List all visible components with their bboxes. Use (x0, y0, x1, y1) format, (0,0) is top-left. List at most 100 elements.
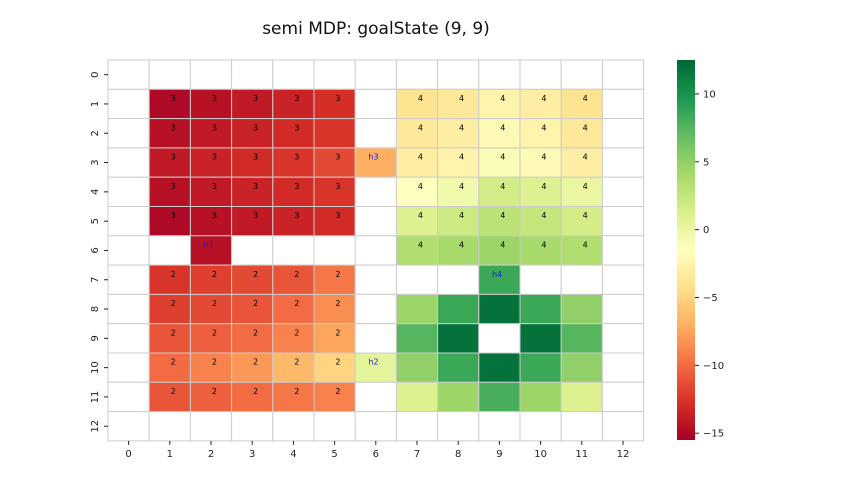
room-label: 4 (459, 123, 464, 132)
hallway-label: h1 (204, 241, 214, 250)
y-tick-label: 4 (90, 189, 101, 195)
room-label: 4 (459, 241, 464, 250)
heatmap-cell (395, 352, 439, 383)
heatmap-cell (272, 352, 315, 383)
room-label: 4 (418, 123, 423, 132)
room-label: 4 (541, 211, 546, 220)
heatmap-cell (107, 323, 150, 354)
heatmap-cell (354, 118, 397, 149)
room-label: 2 (294, 387, 299, 396)
colorbar-tick-label: 0 (703, 225, 709, 236)
heatmap-cell (437, 118, 480, 149)
heatmap-cell (354, 206, 397, 237)
room-label: 4 (583, 123, 588, 132)
y-tick-label: 12 (90, 420, 101, 433)
heatmap-cell (395, 411, 439, 442)
hallway-label: h2 (368, 358, 378, 367)
heatmap-cell (601, 59, 645, 90)
heatmap-cell (601, 147, 645, 178)
room-label: 3 (294, 211, 299, 220)
heatmap-cell (272, 235, 315, 266)
room-label: 3 (212, 182, 217, 191)
heatmap-cell (437, 381, 480, 413)
heatmap-cell (601, 176, 645, 207)
room-label: 3 (253, 211, 258, 220)
heatmap-cell (560, 88, 603, 120)
cell-annotations: 3 3 3 3 3 4 4 4 4 4 3 3 3 3 4 4 4 4 4 3 3 3 3 3 h3 4 4 4 4 4 3 3 3 3 3 4 4 4 4… (171, 94, 588, 396)
heatmap-cell (519, 118, 562, 149)
room-label: 4 (418, 182, 423, 191)
heatmap-cell (560, 118, 603, 149)
y-tick-label: 9 (90, 335, 101, 341)
heatmap-cell (107, 235, 150, 266)
heatmap-cell (313, 352, 356, 383)
room-label: 3 (253, 94, 258, 103)
heatmap-cell (231, 264, 274, 295)
room-label: 3 (253, 182, 258, 191)
room-label: 2 (212, 328, 217, 337)
heatmap-cell (272, 59, 315, 90)
room-label: 2 (294, 299, 299, 308)
room-label: 4 (459, 94, 464, 103)
x-tick-label: 12 (617, 449, 630, 460)
room-label: 3 (294, 182, 299, 191)
heatmap-cell (478, 235, 521, 266)
heatmap-cell (313, 411, 356, 442)
room-label: 3 (212, 153, 217, 162)
heatmap-cell (313, 264, 356, 295)
heatmap-cell (437, 59, 480, 90)
room-label: 3 (335, 94, 340, 103)
heatmap-cell (601, 206, 645, 237)
heatmap-cell (395, 88, 439, 120)
room-label: 2 (335, 299, 340, 308)
room-label: 3 (294, 94, 299, 103)
room-label: 4 (541, 241, 546, 250)
room-label: 3 (171, 182, 176, 191)
heatmap-cell (519, 323, 562, 354)
colorbar-tick-label: −10 (703, 361, 724, 372)
y-tick-label: 5 (90, 218, 101, 224)
room-label: 4 (583, 241, 588, 250)
room-label: 4 (418, 94, 423, 103)
heatmap-cell (437, 147, 480, 178)
y-tick-label: 7 (90, 277, 101, 283)
room-label: 3 (171, 123, 176, 132)
heatmap-cell (354, 381, 397, 413)
room-label: 3 (171, 153, 176, 162)
heatmap-cell (437, 235, 480, 266)
heatmap-cell (107, 264, 150, 295)
room-label: 4 (583, 153, 588, 162)
heatmap-cell (354, 59, 397, 90)
room-label: 4 (459, 211, 464, 220)
room-label: 4 (583, 182, 588, 191)
heatmap-cell (148, 381, 191, 413)
heatmap-cell (560, 59, 603, 90)
heatmap-cell (272, 411, 315, 442)
heatmap-cell (478, 59, 521, 90)
room-label: 4 (500, 94, 505, 103)
heatmap-cell (437, 293, 480, 325)
room-label: 2 (253, 299, 258, 308)
heatmap-cell (189, 323, 233, 354)
room-label: 2 (294, 328, 299, 337)
heatmap-cell (313, 206, 356, 237)
x-tick-label: 4 (290, 449, 296, 460)
heatmap-cell (519, 293, 562, 325)
colorbar-tick-label: −15 (703, 429, 724, 440)
room-label: 2 (335, 328, 340, 337)
heatmap-cell (560, 352, 603, 383)
room-label: 4 (583, 211, 588, 220)
heatmap-cell (231, 59, 274, 90)
heatmap-cell (437, 206, 480, 237)
heatmap-cell (231, 147, 274, 178)
heatmap-cell (107, 147, 150, 178)
heatmap-cell (437, 323, 480, 354)
x-tick-label: 9 (496, 449, 502, 460)
room-label: 4 (500, 123, 505, 132)
room-label: 3 (212, 211, 217, 220)
room-label: 3 (294, 123, 299, 132)
heatmap-cell (231, 381, 274, 413)
y-tick-label: 1 (90, 101, 101, 107)
heatmap-cell (354, 235, 397, 266)
